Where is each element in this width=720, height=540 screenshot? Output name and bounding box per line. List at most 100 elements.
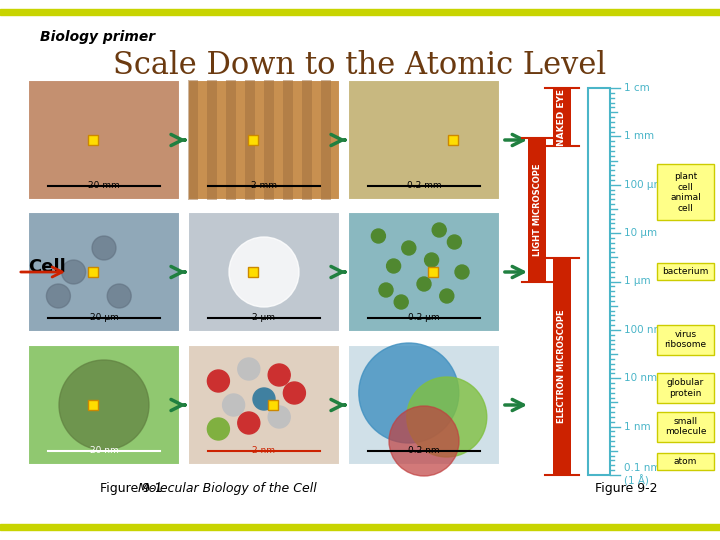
Text: ELECTRON MICROSCOPE: ELECTRON MICROSCOPE bbox=[557, 310, 567, 423]
Text: NAKED EYE: NAKED EYE bbox=[557, 89, 567, 145]
Circle shape bbox=[207, 418, 230, 440]
Circle shape bbox=[238, 412, 260, 434]
Bar bbox=[588, 88, 610, 475]
Bar bbox=[188, 80, 340, 200]
Circle shape bbox=[387, 259, 400, 273]
Bar bbox=[348, 80, 500, 200]
Text: 0.1 nm
(1 Å): 0.1 nm (1 Å) bbox=[624, 463, 660, 487]
Bar bbox=[88, 400, 98, 410]
Text: small
molecule: small molecule bbox=[665, 417, 706, 436]
Circle shape bbox=[417, 277, 431, 291]
Circle shape bbox=[395, 295, 408, 309]
Bar bbox=[248, 135, 258, 145]
Text: virus
ribosome: virus ribosome bbox=[665, 330, 706, 349]
Circle shape bbox=[207, 370, 230, 392]
Text: 20 μm: 20 μm bbox=[89, 313, 118, 322]
Bar bbox=[321, 80, 330, 200]
Text: 0.2 mm: 0.2 mm bbox=[407, 181, 441, 190]
Bar bbox=[248, 267, 258, 277]
Circle shape bbox=[359, 343, 459, 443]
Circle shape bbox=[284, 382, 305, 404]
Circle shape bbox=[379, 283, 393, 297]
Bar bbox=[553, 258, 571, 475]
Circle shape bbox=[425, 253, 438, 267]
Circle shape bbox=[46, 284, 71, 308]
Bar bbox=[348, 80, 500, 200]
Circle shape bbox=[268, 364, 290, 386]
Bar bbox=[428, 267, 438, 277]
FancyBboxPatch shape bbox=[657, 373, 714, 403]
Text: Scale Down to the Atomic Level: Scale Down to the Atomic Level bbox=[114, 50, 606, 81]
Bar bbox=[188, 345, 340, 465]
Circle shape bbox=[59, 360, 149, 450]
Text: atom: atom bbox=[674, 457, 697, 466]
Text: globular
protein: globular protein bbox=[667, 378, 704, 397]
Text: 10 nm: 10 nm bbox=[624, 373, 657, 383]
Circle shape bbox=[432, 223, 446, 237]
FancyBboxPatch shape bbox=[657, 411, 714, 442]
Circle shape bbox=[62, 260, 86, 284]
Text: 1 mm: 1 mm bbox=[624, 131, 654, 141]
Text: 100 μm: 100 μm bbox=[624, 180, 664, 190]
Bar bbox=[448, 135, 458, 145]
Circle shape bbox=[107, 284, 131, 308]
Text: plant
cell
animal
cell: plant cell animal cell bbox=[670, 172, 701, 213]
Circle shape bbox=[268, 406, 290, 428]
Bar bbox=[28, 345, 180, 465]
FancyBboxPatch shape bbox=[657, 264, 714, 280]
Bar bbox=[528, 138, 546, 281]
Circle shape bbox=[389, 406, 459, 476]
FancyBboxPatch shape bbox=[657, 453, 714, 470]
Text: 20 nm: 20 nm bbox=[89, 446, 118, 455]
Text: bacterium: bacterium bbox=[662, 267, 708, 276]
Text: Cell: Cell bbox=[28, 258, 66, 276]
Bar bbox=[188, 212, 340, 332]
Text: 1 nm: 1 nm bbox=[624, 422, 651, 431]
Bar bbox=[28, 345, 180, 465]
Text: Figure 9-2: Figure 9-2 bbox=[595, 482, 657, 495]
Bar bbox=[348, 345, 500, 465]
Bar bbox=[0, 9, 720, 15]
Bar bbox=[188, 345, 340, 465]
Text: 0.2 μm: 0.2 μm bbox=[408, 313, 440, 322]
FancyBboxPatch shape bbox=[657, 165, 714, 220]
Circle shape bbox=[92, 236, 116, 260]
Circle shape bbox=[253, 388, 275, 410]
Circle shape bbox=[447, 235, 462, 249]
Bar bbox=[245, 80, 254, 200]
Text: 2 mm: 2 mm bbox=[251, 181, 277, 190]
Text: Figure 9-1: Figure 9-1 bbox=[100, 482, 163, 495]
Bar bbox=[348, 212, 500, 332]
Text: Biology primer: Biology primer bbox=[40, 30, 155, 44]
Circle shape bbox=[372, 229, 385, 243]
Bar bbox=[264, 80, 274, 200]
Text: 100 nm: 100 nm bbox=[624, 325, 664, 335]
Circle shape bbox=[402, 241, 416, 255]
Bar bbox=[553, 88, 571, 146]
Circle shape bbox=[222, 394, 245, 416]
Bar bbox=[28, 212, 180, 332]
Text: 10 μm: 10 μm bbox=[624, 228, 657, 238]
Text: 2 nm: 2 nm bbox=[253, 446, 276, 455]
Text: 20 mm: 20 mm bbox=[88, 181, 120, 190]
Bar bbox=[348, 345, 500, 465]
FancyBboxPatch shape bbox=[657, 325, 714, 355]
Text: 1 μm: 1 μm bbox=[624, 276, 651, 287]
Bar bbox=[348, 212, 500, 332]
Bar bbox=[88, 135, 98, 145]
Circle shape bbox=[229, 237, 299, 307]
Bar bbox=[28, 212, 180, 332]
Bar bbox=[28, 80, 180, 200]
Text: Molecular Biology of the Cell: Molecular Biology of the Cell bbox=[130, 482, 317, 495]
Bar bbox=[283, 80, 292, 200]
Text: 0.2 nm: 0.2 nm bbox=[408, 446, 440, 455]
Bar bbox=[207, 80, 217, 200]
Circle shape bbox=[407, 377, 487, 457]
Bar bbox=[188, 80, 197, 200]
Bar bbox=[226, 80, 235, 200]
Text: 1 cm: 1 cm bbox=[624, 83, 649, 93]
Text: LIGHT MICROSCOPE: LIGHT MICROSCOPE bbox=[533, 164, 541, 256]
Bar bbox=[28, 80, 180, 200]
Circle shape bbox=[440, 289, 454, 303]
Bar bbox=[302, 80, 312, 200]
